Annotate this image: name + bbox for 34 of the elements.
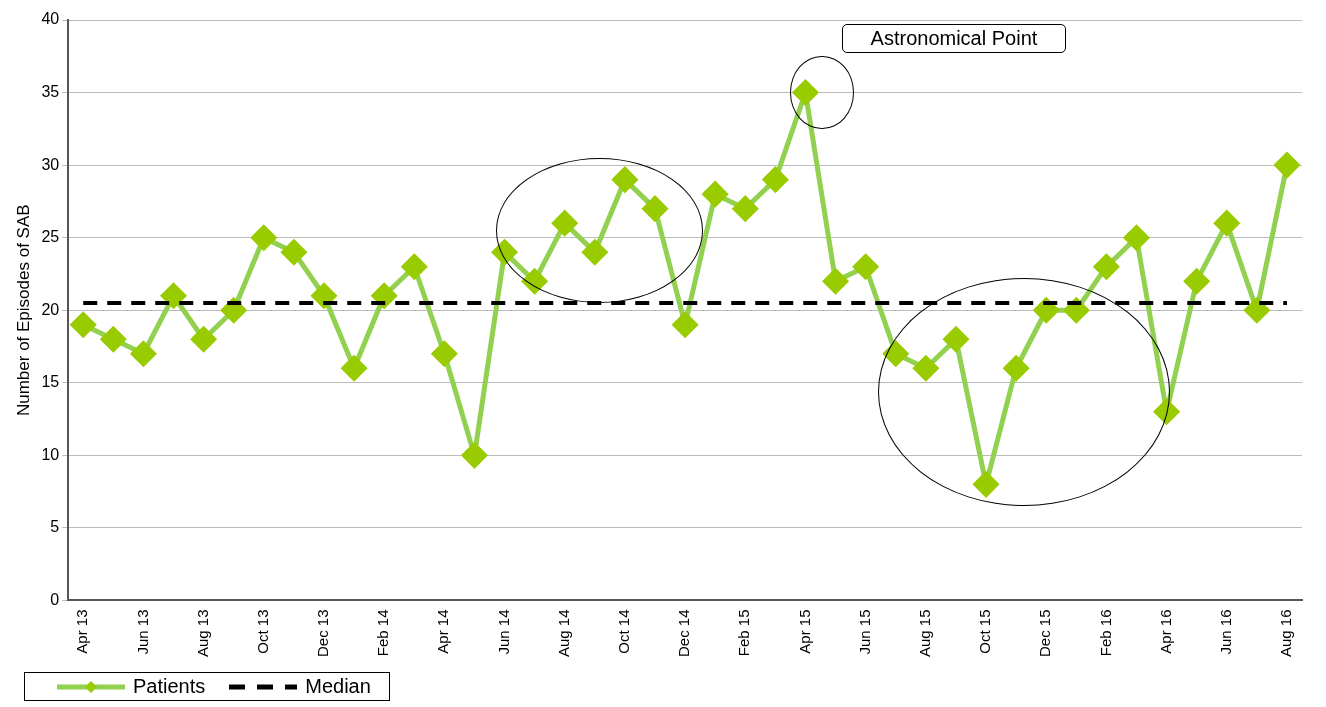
y-tick-label: 25 (41, 228, 60, 246)
x-tick-label: Aug 16 (1277, 609, 1295, 658)
x-tick-label: Jun 16 (1216, 609, 1234, 655)
x-tick-label: Apr 15 (795, 609, 813, 654)
y-axis-title: Number of Episodes of SAB (13, 204, 33, 417)
x-tick-label: Apr 16 (1156, 609, 1174, 654)
x-tick-label: Jun 14 (494, 609, 512, 655)
y-tick-label: 10 (41, 445, 60, 463)
y-tick-label: 30 (41, 155, 60, 173)
x-tick-label: Dec 13 (314, 609, 332, 657)
x-tick-label: Jun 15 (855, 609, 873, 655)
y-tick-label: 40 (41, 10, 60, 28)
y-tick-label: 5 (50, 518, 60, 536)
x-tick-label: Feb 14 (374, 609, 392, 657)
x-tick-label: Aug 15 (915, 609, 933, 658)
x-tick-label: Feb 15 (735, 609, 753, 657)
legend-label: Patients (133, 675, 206, 698)
legend-label: Median (305, 675, 371, 698)
x-tick-label: Apr 13 (73, 609, 91, 654)
y-tick-label: 20 (41, 300, 60, 318)
y-tick-label: 0 (50, 590, 60, 608)
y-tick-label: 35 (41, 82, 60, 100)
x-tick-label: Oct 15 (976, 609, 994, 654)
x-tick-label: Feb 16 (1096, 609, 1114, 657)
x-tick-label: Oct 13 (253, 609, 271, 654)
annotation: Astronomical Point (841, 24, 1067, 53)
y-tick-label: 15 (41, 373, 60, 391)
x-tick-label: Jun 13 (133, 609, 151, 655)
x-tick-label: Apr 14 (434, 609, 452, 654)
x-tick-label: Oct 14 (615, 609, 633, 654)
x-tick-label: Dec 15 (1036, 609, 1054, 657)
x-tick-label: Dec 14 (675, 609, 693, 657)
x-tick-label: Aug 14 (554, 609, 572, 658)
x-tick-label: Aug 13 (193, 609, 211, 658)
